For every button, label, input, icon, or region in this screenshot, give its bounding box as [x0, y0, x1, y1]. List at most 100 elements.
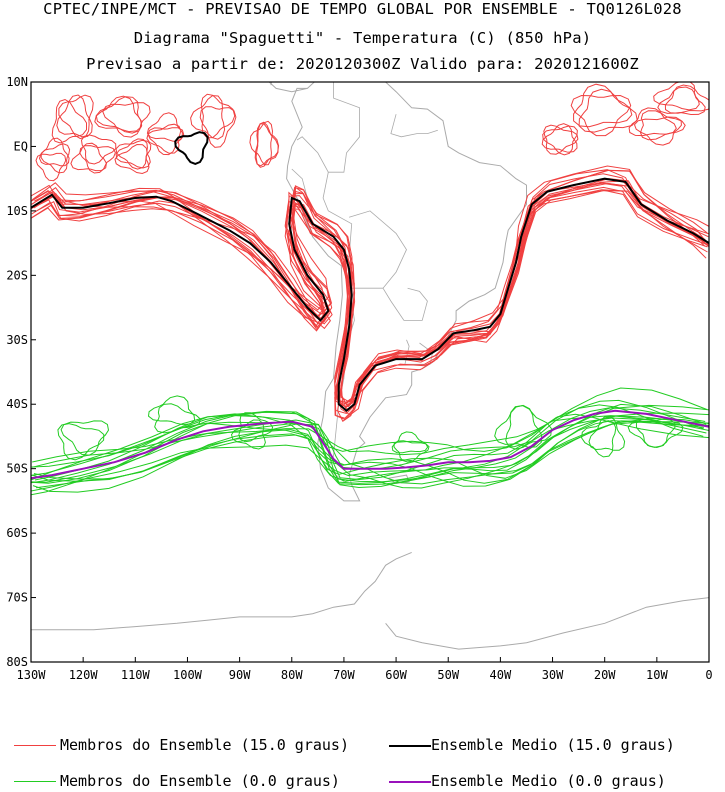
legend-swatch-red [14, 745, 56, 746]
member-15-contour [664, 84, 709, 114]
lon-label: 30W [542, 668, 564, 682]
member-15-contour [633, 116, 682, 146]
member-15-contour [114, 143, 150, 175]
member-15-contour [35, 152, 67, 182]
lon-label: 90W [229, 668, 251, 682]
member-15-contour [34, 169, 706, 422]
lon-label: 20W [594, 668, 616, 682]
lon-label: 70W [333, 668, 355, 682]
lat-label: 60S [6, 526, 28, 540]
lon-label: 100W [173, 668, 203, 682]
member-15-contour [70, 142, 107, 172]
members-15-contours [31, 82, 709, 422]
member-0-contour [581, 420, 617, 458]
legend-item-mean-15: Ensemble Medio (15.0 graus) [389, 736, 675, 754]
member-0-contour [505, 405, 552, 450]
title-line-1: CPTEC/INPE/MCT - PREVISAO DE TEMPO GLOBA… [43, 0, 682, 18]
mean-15-contour [174, 131, 209, 165]
legend-label-mean-0: Ensemble Medio (0.0 graus) [431, 772, 666, 790]
member-0-contour [31, 415, 709, 483]
lat-label: 20S [6, 268, 28, 282]
member-0-contour [32, 420, 708, 493]
central-america-coast [268, 82, 308, 93]
member-0-contour [391, 431, 429, 454]
member-15-contour [51, 98, 87, 144]
member-15-contour [657, 86, 706, 116]
lat-label: 80S [6, 655, 28, 669]
country-border [322, 82, 360, 263]
title-line-3: Previsao a partir de: 2020120300Z Valido… [86, 55, 639, 73]
member-0-contour [31, 399, 704, 492]
member-0-contour [31, 410, 709, 484]
member-0-contour [31, 407, 706, 486]
lon-label: 130W [17, 668, 47, 682]
member-15-contour [31, 189, 708, 408]
member-15-contour [94, 95, 142, 133]
lat-label: 30S [6, 333, 28, 347]
legend-swatch-black [389, 744, 431, 747]
mean-contours [31, 131, 709, 480]
member-15-contour [38, 137, 70, 167]
member-0-contour [31, 418, 709, 496]
members-0-contours [31, 387, 709, 496]
lon-label: 120W [69, 668, 99, 682]
axis-ticks [30, 81, 710, 663]
member-0-contour [31, 404, 704, 484]
member-15-contour [80, 134, 117, 165]
member-0-contour [32, 387, 708, 481]
lon-label: 110W [121, 668, 151, 682]
legend-label-members-15: Membros do Ensemble (15.0 graus) [60, 736, 349, 754]
lat-label: EQ [14, 139, 28, 153]
member-0-contour [627, 418, 676, 449]
member-0-contour [32, 415, 704, 484]
legend-item-mean-0: Ensemble Medio (0.0 graus) [389, 772, 666, 790]
legend-item-members-15: Membros do Ensemble (15.0 graus) [14, 736, 349, 754]
member-0-contour [588, 415, 626, 451]
country-border [382, 287, 428, 321]
legend-item-members-0: Membros do Ensemble (0.0 graus) [14, 772, 340, 790]
member-15-contour [200, 93, 236, 139]
member-15-contour [32, 169, 708, 406]
member-15-contour [255, 123, 280, 168]
longitude-labels: 130W 120W 110W 100W 90W 80W 70W 60W 50W 40W 30W 20W… [17, 668, 713, 682]
lon-label: 40W [490, 668, 512, 682]
member-15-contour [199, 106, 237, 148]
falkland-coast [388, 474, 410, 485]
member-15-contour [58, 94, 94, 140]
map-frame [30, 81, 710, 663]
country-border [291, 168, 308, 199]
member-15-contour [146, 123, 182, 154]
lon-label: 60W [385, 668, 407, 682]
member-0-contour [60, 420, 110, 456]
lon-label: 50W [437, 668, 459, 682]
member-15-contour [190, 95, 226, 140]
member-0-contour [238, 412, 274, 443]
legend-label-members-0: Membros do Ensemble (0.0 graus) [60, 772, 340, 790]
lon-label: 0 [705, 668, 712, 682]
member-15-contour [115, 139, 152, 170]
member-0-contour [57, 423, 105, 461]
lat-label: 50S [6, 462, 28, 476]
lat-label: 10S [6, 204, 28, 218]
mean-0-contour [31, 409, 709, 480]
title-line-2: Diagrama "Spaguetti" - Temperatura (C) (… [133, 29, 592, 47]
member-15-contour [542, 125, 578, 156]
member-15-contour [541, 123, 578, 153]
member-15-contour [40, 143, 71, 174]
weddell-coast [385, 597, 709, 650]
lon-label: 80W [281, 668, 303, 682]
legend-swatch-purple [389, 780, 431, 783]
member-15-contour [254, 121, 279, 167]
antarctic-coast [31, 551, 412, 631]
member-15-contour [543, 124, 579, 155]
member-15-contour [578, 88, 638, 133]
lat-label: 10N [6, 75, 28, 89]
country-border [348, 210, 407, 289]
caribbean-coast [270, 82, 272, 86]
country-border [296, 136, 329, 173]
member-15-contour [79, 145, 116, 174]
country-border [390, 114, 438, 138]
mean-15-contour [31, 177, 709, 412]
member-15-contour [33, 165, 706, 415]
